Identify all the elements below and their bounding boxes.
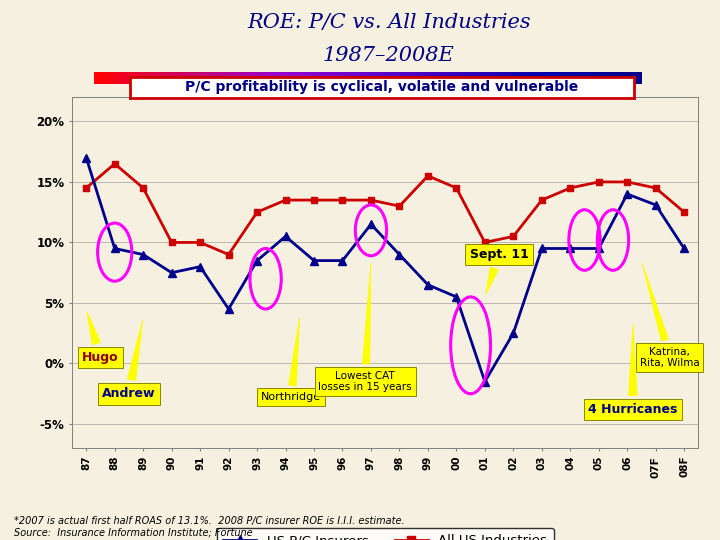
All US Industries: [338, 197, 347, 204]
All US Industries: [680, 209, 688, 215]
US P/C Insurers: [537, 245, 546, 252]
All US Industries: [110, 160, 119, 167]
US P/C Insurers: [139, 251, 148, 258]
All US Industries: [310, 197, 318, 204]
Text: *2007 is actual first half ROAS of 13.1%.  2008 P/C insurer ROE is I.I.I. estima: *2007 is actual first half ROAS of 13.1%…: [14, 516, 405, 537]
Text: P/C profitability is cyclical, volatile and vulnerable: P/C profitability is cyclical, volatile …: [185, 80, 578, 94]
US P/C Insurers: [423, 281, 432, 288]
Text: Andrew: Andrew: [102, 320, 156, 400]
All US Industries: [82, 185, 91, 191]
US P/C Insurers: [595, 245, 603, 252]
US P/C Insurers: [509, 330, 518, 336]
All US Industries: [623, 179, 631, 185]
All US Industries: [509, 233, 518, 240]
All US Industries: [480, 239, 489, 246]
All US Industries: [282, 197, 290, 204]
Text: Sept. 11: Sept. 11: [469, 248, 528, 294]
Text: ROE: P/C vs. All Industries: ROE: P/C vs. All Industries: [247, 14, 531, 32]
US P/C Insurers: [680, 245, 688, 252]
All US Industries: [225, 251, 233, 258]
Text: 1987–2008E: 1987–2008E: [323, 46, 454, 65]
All US Industries: [423, 173, 432, 179]
Text: Katrina,
Rita, Wilma: Katrina, Rita, Wilma: [640, 264, 700, 368]
US P/C Insurers: [395, 251, 404, 258]
US P/C Insurers: [566, 245, 575, 252]
All US Industries: [196, 239, 204, 246]
All US Industries: [139, 185, 148, 191]
Text: Hugo: Hugo: [82, 312, 119, 364]
US P/C Insurers: [167, 269, 176, 276]
US P/C Insurers: [452, 294, 461, 300]
All US Industries: [566, 185, 575, 191]
US P/C Insurers: [225, 306, 233, 312]
All US Industries: [452, 185, 461, 191]
Legend: US P/C Insurers, All US Industries: US P/C Insurers, All US Industries: [217, 528, 554, 540]
US P/C Insurers: [282, 233, 290, 240]
All US Industries: [366, 197, 375, 204]
All US Industries: [537, 197, 546, 204]
US P/C Insurers: [623, 191, 631, 197]
US P/C Insurers: [366, 221, 375, 227]
Text: 4 Hurricanes: 4 Hurricanes: [588, 324, 678, 416]
Text: Northridge: Northridge: [261, 318, 321, 402]
US P/C Insurers: [310, 258, 318, 264]
All US Industries: [595, 179, 603, 185]
US P/C Insurers: [253, 258, 261, 264]
Line: All US Industries: All US Industries: [83, 160, 688, 258]
US P/C Insurers: [82, 154, 91, 161]
US P/C Insurers: [652, 201, 660, 208]
Text: Lowest CAT
losses in 15 years: Lowest CAT losses in 15 years: [318, 264, 412, 393]
US P/C Insurers: [110, 245, 119, 252]
All US Industries: [395, 203, 404, 210]
Line: US P/C Insurers: US P/C Insurers: [82, 153, 688, 386]
US P/C Insurers: [196, 264, 204, 270]
All US Industries: [167, 239, 176, 246]
All US Industries: [253, 209, 261, 215]
All US Industries: [652, 185, 660, 191]
US P/C Insurers: [338, 258, 347, 264]
US P/C Insurers: [480, 379, 489, 385]
